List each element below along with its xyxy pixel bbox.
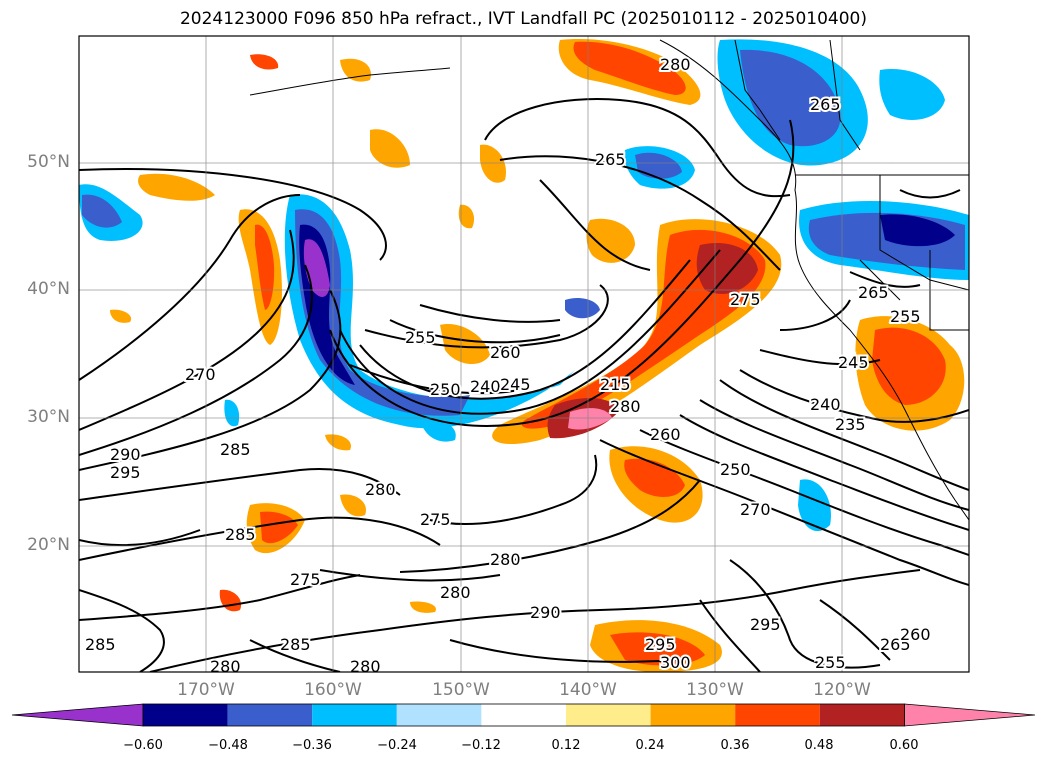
contour-label: 290 — [110, 445, 141, 464]
colorbar-segment — [566, 704, 651, 726]
contour-label: 285 — [85, 635, 116, 654]
contour-label: 260 — [490, 343, 521, 362]
contour-label: 285 — [225, 525, 256, 544]
contour-label: 280 — [440, 583, 471, 602]
colorbar-tick: −0.60 — [123, 738, 163, 753]
contour-label: 245 — [500, 375, 531, 394]
lon-label-160w: 160°W — [304, 680, 362, 700]
colorbar-tick: −0.48 — [208, 738, 248, 753]
contour-label: 275 — [730, 290, 761, 309]
colorbar-segment — [481, 704, 566, 726]
map-frame — [78, 35, 970, 673]
colorbar-segment — [819, 704, 905, 726]
colorbar-tick: 0.48 — [804, 738, 834, 753]
contour-label: 250 — [720, 460, 751, 479]
colorbar-frame — [142, 703, 905, 727]
anomaly-fill-negative — [79, 39, 969, 532]
contour-label: 280 — [350, 657, 381, 676]
contour-label: 255 — [405, 328, 436, 347]
contour-label: 215 — [600, 375, 631, 394]
contour-label: 265 — [595, 150, 626, 169]
lon-label-120w: 120°W — [813, 680, 871, 700]
contour-label: 250 — [430, 380, 461, 399]
colorbar-tick: 0.36 — [720, 738, 750, 753]
contour-label: 255 — [890, 307, 921, 326]
lat-label-50n: 50°N — [27, 152, 70, 172]
colorbar-segment — [312, 704, 397, 726]
contour-label: 270 — [185, 365, 216, 384]
contour-label: 240 — [810, 395, 841, 414]
colorbar-extend-high — [904, 703, 1036, 727]
contour-label: 235 — [835, 415, 866, 434]
colorbar-extend-low — [11, 703, 144, 727]
contour-label: 300 — [660, 653, 691, 672]
lon-label-140w: 140°W — [559, 680, 617, 700]
colorbar-segment — [396, 704, 482, 726]
colorbar-tick: 0.12 — [551, 738, 581, 753]
contour-label: 265 — [880, 635, 911, 654]
colorbar-tick: −0.12 — [461, 738, 501, 753]
contour-label: 270 — [740, 500, 771, 519]
colorbar-tick: −0.24 — [377, 738, 417, 753]
contour-label: 260 — [650, 425, 681, 444]
contour-label: 265 — [810, 95, 841, 114]
contour-label: 295 — [110, 463, 141, 482]
contour-label: 280 — [610, 397, 641, 416]
contour-label: 265 — [858, 283, 889, 302]
lon-label-170w: 170°W — [177, 680, 235, 700]
colorbar-segment — [735, 704, 820, 726]
contour-label: 295 — [645, 635, 676, 654]
colorbar — [11, 703, 1036, 727]
lat-label-20n: 20°N — [27, 535, 70, 555]
colorbar-tick: −0.36 — [292, 738, 332, 753]
lon-label-150w: 150°W — [432, 680, 490, 700]
lat-label-40n: 40°N — [27, 279, 70, 299]
contour-label: 240 — [470, 377, 501, 396]
contour-label: 275 — [290, 570, 321, 589]
anomaly-fill-positive — [110, 39, 965, 672]
contour-label: 275 — [420, 510, 451, 529]
graticule — [79, 36, 969, 672]
contour-label: 260 — [900, 625, 931, 644]
map-title: 2024123000 F096 850 hPa refract., IVT La… — [179, 9, 867, 29]
contour-label: 280 — [660, 55, 691, 74]
contour-label: 280 — [210, 657, 241, 676]
contour-label: 280 — [365, 480, 396, 499]
contour-label: 295 — [750, 615, 781, 634]
contour-label: 285 — [280, 635, 311, 654]
lon-label-130w: 130°W — [686, 680, 744, 700]
contour-label: 285 — [220, 440, 251, 459]
lat-label-30n: 30°N — [27, 407, 70, 427]
contour-label: 280 — [490, 550, 521, 569]
contour-lines — [79, 98, 969, 672]
colorbar-tick: 0.60 — [889, 738, 919, 753]
contour-label: 290 — [530, 603, 561, 622]
coastline — [249, 39, 969, 521]
contour-label: 245 — [838, 353, 869, 372]
contour-label: 255 — [815, 653, 846, 672]
colorbar-tick: 0.24 — [635, 738, 665, 753]
colorbar-segment — [650, 704, 736, 726]
colorbar-segment — [227, 704, 313, 726]
colorbar-segment — [143, 704, 228, 726]
